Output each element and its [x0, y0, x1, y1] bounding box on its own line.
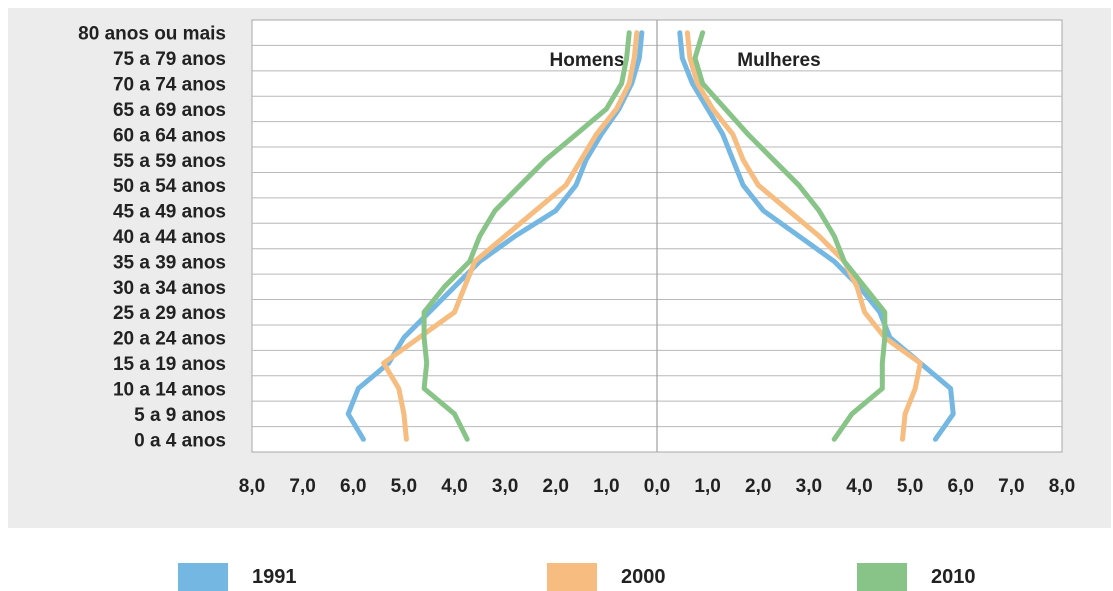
legend-label-1991: 1991: [252, 565, 297, 588]
legend-item-2010: 2010: [857, 563, 976, 591]
x-tick-label: 8,0: [239, 476, 265, 497]
age-group-label: 0 a 4 anos: [134, 430, 226, 451]
age-group-label: 80 anos ou mais: [78, 24, 226, 45]
age-group-label: 35 a 39 anos: [113, 252, 226, 273]
legend-item-1991: 1991: [178, 563, 297, 591]
legend-label-2000: 2000: [621, 565, 666, 588]
x-tick-label: 7,0: [289, 476, 315, 497]
x-tick-label: 4,0: [441, 476, 467, 497]
age-group-label: 70 a 74 anos: [113, 75, 226, 96]
series-line-2010-homens: [421, 30, 632, 442]
x-tick-label: 4,0: [846, 476, 872, 497]
legend-item-2000: 2000: [547, 563, 666, 591]
x-tick-label: 2,0: [745, 476, 771, 497]
series-line-2010-mulheres: [692, 30, 888, 442]
x-tick-label: 5,0: [391, 476, 417, 497]
age-group-label: 55 a 59 anos: [113, 151, 226, 172]
legend-swatch-2000: [547, 563, 597, 591]
population-pyramid-chart: 80 anos ou mais 75 a 79 anos 70 a 74 anos 6…: [8, 8, 1111, 528]
legend-swatch-2010: [857, 563, 907, 591]
x-tick-label: 3,0: [796, 476, 822, 497]
age-group-label: 40 a 44 anos: [113, 227, 226, 248]
age-group-label: 50 a 54 anos: [113, 176, 226, 197]
x-tick-label: 8,0: [1049, 476, 1075, 497]
age-group-label: 30 a 34 anos: [113, 278, 226, 299]
x-tick-label: 0,0: [644, 476, 670, 497]
age-group-label: 5 a 9 anos: [134, 405, 226, 426]
series-line-2000-homens: [381, 30, 640, 442]
age-group-label: 65 a 69 anos: [113, 100, 226, 121]
age-group-label: 75 a 79 anos: [113, 49, 226, 70]
x-tick-label: 3,0: [492, 476, 518, 497]
panel-label-mulheres: Mulheres: [737, 50, 820, 71]
x-tick-label: 5,0: [897, 476, 923, 497]
series-line-2000-mulheres: [684, 30, 923, 442]
age-group-label: 10 a 14 anos: [113, 379, 226, 400]
x-tick-label: 1,0: [694, 476, 720, 497]
x-tick-label: 1,0: [593, 476, 619, 497]
x-tick-label: 7,0: [998, 476, 1024, 497]
panel-label-homens: Homens: [550, 50, 625, 71]
x-tick-label: 6,0: [948, 476, 974, 497]
age-group-label: 20 a 24 anos: [113, 329, 226, 350]
legend-swatch-1991: [178, 563, 228, 591]
x-tick-label: 2,0: [543, 476, 569, 497]
age-group-label: 45 a 49 anos: [113, 202, 226, 223]
x-tick-label: 6,0: [340, 476, 366, 497]
series-line-1991-mulheres: [677, 30, 956, 442]
age-group-label: 25 a 29 anos: [113, 303, 226, 324]
age-group-label: 60 a 64 anos: [113, 125, 226, 146]
age-group-label: 15 a 19 anos: [113, 354, 226, 375]
legend-label-2010: 2010: [931, 565, 976, 588]
